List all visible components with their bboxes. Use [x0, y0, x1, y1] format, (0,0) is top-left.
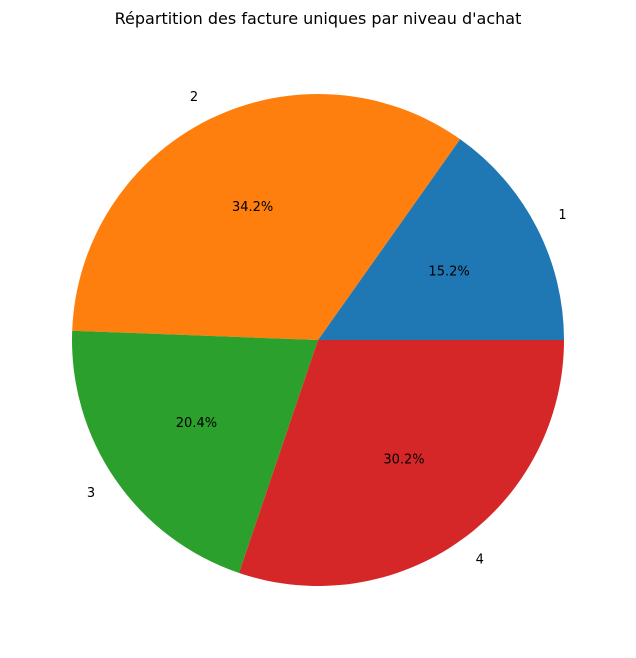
- percent-label-3: 20.4%: [176, 416, 217, 431]
- slice-label-1: 1: [558, 208, 566, 223]
- pie-slice-2: [72, 94, 461, 340]
- pie-slices: [72, 94, 565, 587]
- percent-label-2: 34.2%: [232, 200, 273, 215]
- slice-label-4: 4: [476, 552, 484, 567]
- slice-label-2: 2: [190, 90, 198, 105]
- slice-label-3: 3: [87, 486, 95, 501]
- pie-slice-3: [72, 330, 318, 573]
- percent-label-4: 30.2%: [383, 452, 424, 467]
- chart-title: Répartition des facture uniques par nive…: [115, 9, 522, 28]
- percent-label-1: 15.2%: [428, 265, 469, 280]
- pie-labels: 1 15.2% 2 34.2% 3 20.4% 4 30.2%: [87, 90, 567, 568]
- pie-slice-1: [318, 139, 564, 340]
- pie-slice-4: [239, 340, 565, 587]
